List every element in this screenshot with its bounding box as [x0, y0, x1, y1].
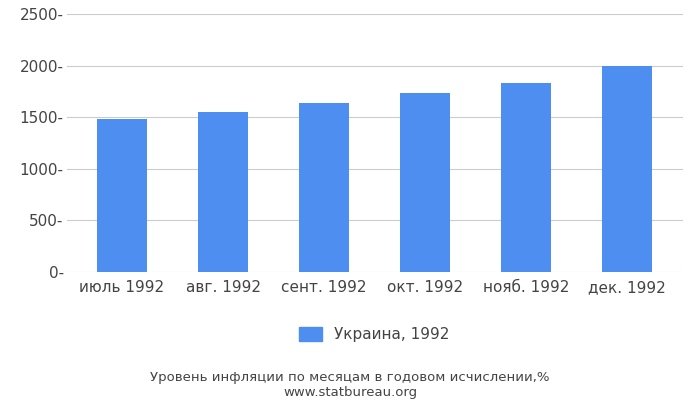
Bar	[500, 83, 551, 272]
Bar	[602, 66, 652, 272]
Text: Уровень инфляции по месяцам в годовом исчислении,%: Уровень инфляции по месяцам в годовом ис…	[150, 372, 550, 384]
Bar	[97, 119, 147, 272]
Text: www.statbureau.org: www.statbureau.org	[283, 386, 417, 399]
Bar	[299, 104, 349, 272]
Bar	[400, 93, 450, 272]
Legend: Украина, 1992: Украина, 1992	[293, 321, 456, 348]
Bar	[198, 112, 248, 272]
